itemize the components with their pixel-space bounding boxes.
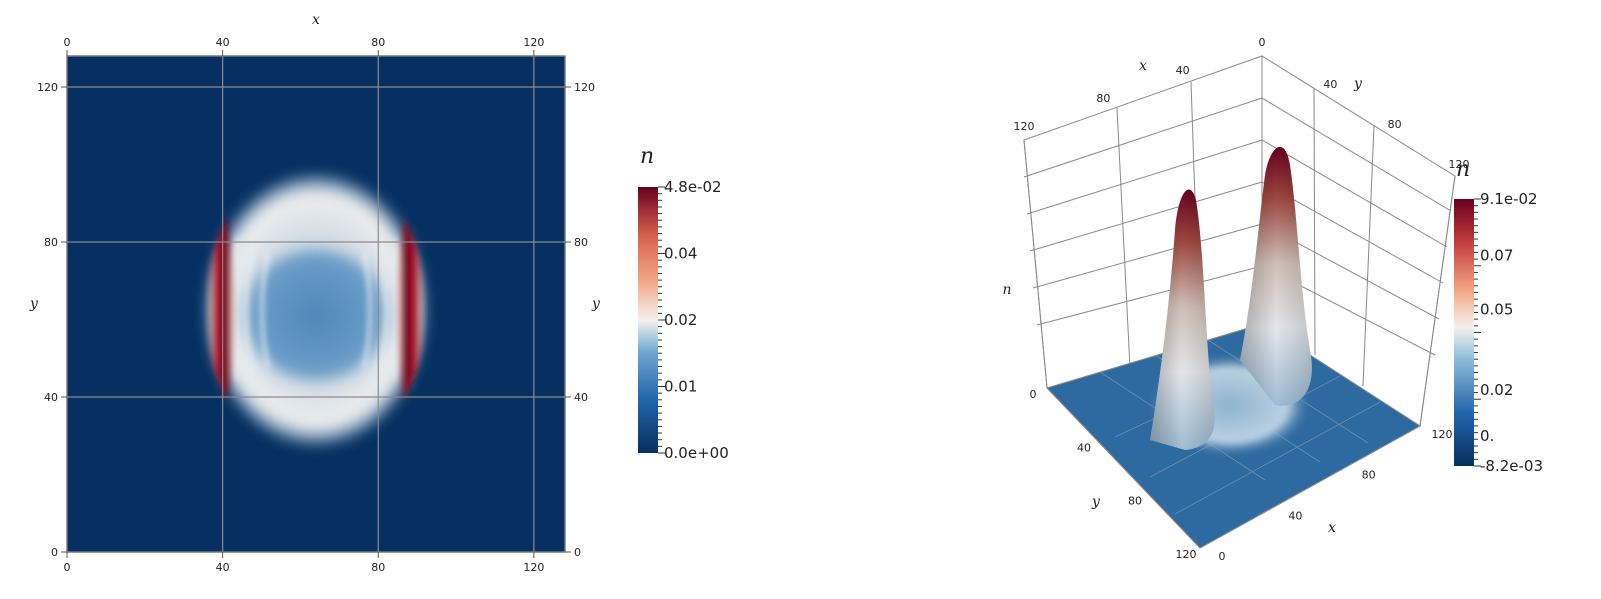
heatmap-core [236,241,396,389]
heatmap-xtick-label-top: 0 [64,36,71,49]
heatmap-ytick-label-left: 40 [44,391,58,404]
heatmap-xtick-label-top: 40 [216,36,230,49]
surface-x-label-bottom: x [1328,520,1336,536]
heatmap-ytick-label-right: 120 [574,81,595,94]
colorbar-left: n 4.8e-02 0.04 0.02 0.01 0.0e+00 [638,144,729,462]
colorbar-tick-label: 0.0e+00 [664,444,729,462]
surface-xtick-label-bottom: 120 [1432,428,1453,441]
heatmap-left-crescent [206,218,235,400]
heatmap-xtick-label-bottom: 120 [523,561,544,574]
colorbar-right: n 9.1e-02 0.07 0.05 0.02 0. -8.2e-03 [1454,157,1543,475]
colorbar-tick-label: 0.01 [664,378,697,396]
heatmap-field [67,56,565,552]
heatmap-x-label-top: x [312,12,320,28]
heatmap-ytick-label-left: 120 [37,81,58,94]
surface-peak-right [1240,146,1312,406]
surface-xtick-label-top: 40 [1176,64,1190,77]
colorbar-left-title: n [640,144,654,169]
surface-ytick-label-top: 120 [1449,158,1470,171]
colorbar-tick-label: 0. [1480,427,1494,445]
surface-ytick-label-bottom: 80 [1128,495,1142,508]
colorbar-tick-label: 0.05 [1480,300,1513,318]
heatmap-frame [66,55,566,553]
surface-ytick-label-top: 80 [1388,118,1402,131]
heatmap-xtick-label-bottom: 0 [64,561,71,574]
heatmap-ytick-label-right: 0 [574,546,581,559]
colorbar-tick-label: -8.2e-03 [1480,457,1543,475]
surface-z-label: n [1002,282,1011,298]
surface-ytick-label-bottom: 0 [1030,388,1037,401]
surface-y-label-bottom: y [1091,494,1101,510]
colorbar-tick-label: 0.02 [664,311,697,329]
heatmap-xtick-label-top: 80 [371,36,385,49]
surface-ytick-label-bottom: 120 [1176,548,1197,561]
surface-xtick-label-bottom: 80 [1362,469,1376,482]
heatmap-ytick-label-right: 80 [574,236,588,249]
surface-xtick-label-bottom: 40 [1288,509,1302,522]
heatmap-y-label-left: y [29,296,39,312]
colorbar-right-labels: 9.1e-02 0.07 0.05 0.02 0. -8.2e-03 [1480,190,1543,475]
surface-front-edges [1023,139,1456,549]
colorbar-tick-label: 9.1e-02 [1480,190,1538,208]
colorbar-right-title: n [1456,157,1470,182]
colorbar-tick-label: 0.04 [664,245,697,263]
heatmap-grid [67,56,565,552]
heatmap-xtick-label-top: 120 [523,36,544,49]
surface-peak-left [1150,189,1215,450]
surface-xtick-label-top: 80 [1096,92,1110,105]
colorbar-left-minor-ticks [658,186,665,454]
heatmap-ytick-label-left: 80 [44,236,58,249]
surface-ytick-label-top: 40 [1323,78,1337,91]
surface-ytick-label-bottom: 40 [1077,441,1091,454]
heatmap-xtick-label-bottom: 40 [216,561,230,574]
heatmap-y-label-right: y [591,296,601,312]
heatmap-right-crescent [397,218,425,400]
surface-ticks: 0 40 80 120 40 80 120 0 40 80 120 0 40 80 120 [1014,36,1470,563]
heatmap-xtick-label-bottom: 80 [371,561,385,574]
surface-xtick-label-top: 120 [1014,120,1035,133]
colorbar-right-bar [1454,199,1474,466]
heatmap-ytick-label-left: 0 [51,546,58,559]
colorbar-tick-label: 0.02 [1480,381,1513,399]
colorbar-left-bar [638,187,658,453]
surface-xtick-label-top: 0 [1259,36,1266,49]
heatmap-ytick-label-right: 40 [574,391,588,404]
surface-y-label-top: y [1353,76,1363,92]
colorbar-right-minor-ticks [1474,198,1481,467]
surface-x-label-top: x [1139,58,1147,74]
colorbar-left-labels: 4.8e-02 0.04 0.02 0.01 0.0e+00 [664,178,729,462]
colorbar-tick-label: 4.8e-02 [664,178,722,196]
colorbar-tick-label: 0.07 [1480,247,1513,265]
surface-xtick-label-bottom: 0 [1219,550,1226,563]
